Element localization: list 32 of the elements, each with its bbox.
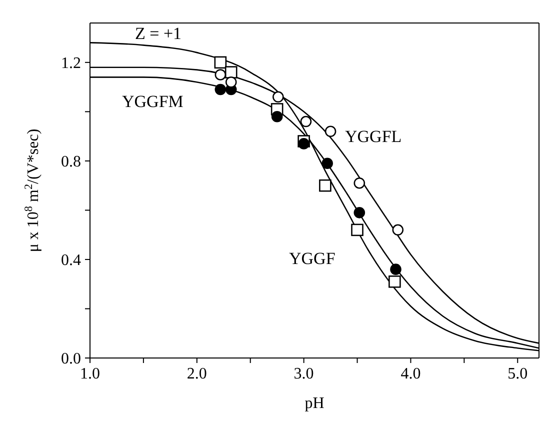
point (388, 275, 401, 288)
point (224, 66, 238, 78)
annotation: YGGFL (345, 127, 402, 147)
point (271, 110, 283, 122)
annotation: Z = +1 (135, 24, 182, 44)
point (354, 177, 366, 189)
point (214, 84, 226, 96)
point (324, 126, 336, 138)
x-axis-title: pH (304, 395, 325, 412)
point (272, 91, 284, 103)
point (354, 207, 366, 218)
y-tick-label: 0.0 (61, 350, 81, 368)
x-tick-label: 4.0 (400, 365, 421, 382)
x-tick-label: 2.0 (186, 365, 207, 382)
point (298, 138, 310, 150)
point (351, 224, 364, 236)
y-tick-label: 0.8 (61, 154, 81, 171)
point (390, 264, 402, 275)
x-tick-label: 3.0 (294, 365, 314, 382)
point (300, 116, 312, 128)
point (322, 158, 333, 170)
y-tick-label: 1.2 (61, 55, 81, 72)
point (214, 56, 227, 69)
y-tick-label: 0.4 (61, 252, 81, 270)
point (392, 224, 404, 236)
point (214, 69, 226, 80)
point (319, 179, 332, 192)
annotation: YGGF (289, 249, 336, 269)
annotation: YGGFM (122, 92, 184, 112)
point (225, 76, 237, 88)
x-tick-label: 1.0 (80, 365, 100, 382)
x-tick-label: 5.0 (508, 365, 528, 382)
